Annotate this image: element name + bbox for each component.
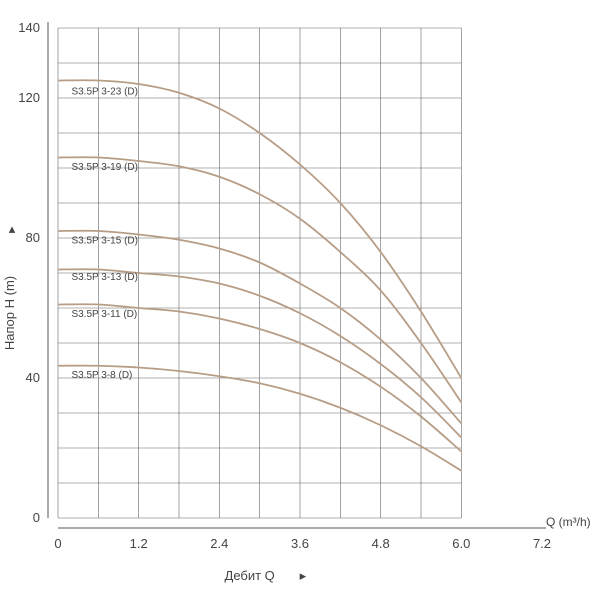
x-unit-label: Q (m³/h) xyxy=(546,515,591,529)
y-axis-arrow-icon: ▴ xyxy=(9,221,16,236)
x-tick-label: 2.4 xyxy=(210,536,228,551)
x-tick-label: 1.2 xyxy=(130,536,148,551)
y-axis-title: Напор H (m) xyxy=(2,276,17,350)
y-tick-label: 140 xyxy=(18,20,40,35)
y-tick-label: 120 xyxy=(18,90,40,105)
y-tick-label: 0 xyxy=(33,510,40,525)
x-tick-label: 0 xyxy=(54,536,61,551)
x-tick-label: 7.2 xyxy=(533,536,551,551)
x-tick-label: 3.6 xyxy=(291,536,309,551)
y-tick-label: 40 xyxy=(26,370,40,385)
x-axis-arrow-icon: ▸ xyxy=(300,568,307,583)
y-tick-label: 80 xyxy=(26,230,40,245)
series-label: S3.5P 3-15 (D) xyxy=(71,235,138,246)
x-tick-label: 6.0 xyxy=(452,536,470,551)
series-label: S3.5P 3-19 (D) xyxy=(71,162,138,173)
series-label: S3.5P 3-13 (D) xyxy=(71,272,138,283)
series-label: S3.5P 3-8 (D) xyxy=(71,370,132,381)
pump-curve-chart: 0 1.2 2.4 3.6 4.8 6.0 7.2 Q (m³/h) 0 40 80 120 140 На… xyxy=(0,0,600,600)
series-label: S3.5P 3-23 (D) xyxy=(71,87,138,98)
series-label: S3.5P 3-11 (D) xyxy=(71,309,137,320)
x-tick-label: 4.8 xyxy=(372,536,390,551)
x-axis-title: Дебит Q xyxy=(225,568,275,583)
